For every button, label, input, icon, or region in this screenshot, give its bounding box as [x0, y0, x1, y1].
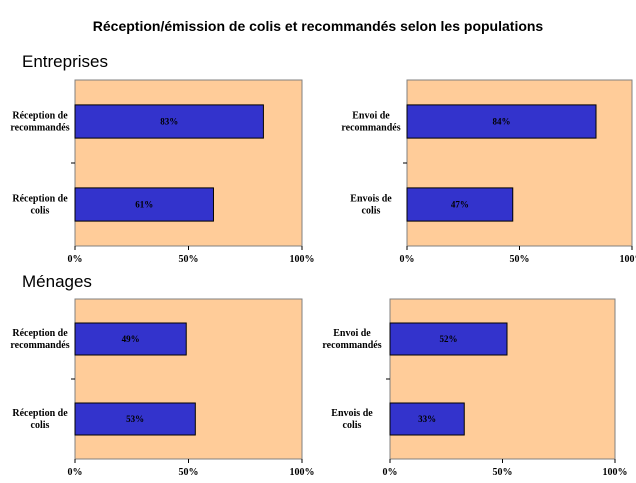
category-label-line: Envois de	[350, 194, 392, 205]
x-tick-label: 0%	[383, 467, 398, 478]
category-label-line: Envoi de	[352, 111, 390, 122]
x-tick-label: 100%	[603, 467, 628, 478]
category-label-line: Réception de	[12, 194, 68, 205]
bar	[389, 402, 465, 436]
category-label-line: Réception de	[12, 111, 68, 122]
bar	[389, 322, 508, 356]
category-label-line: Envois de	[331, 408, 373, 419]
category-label: Envoi de recommandés	[341, 111, 400, 134]
bar-value-label: 61%	[135, 200, 153, 210]
bar	[74, 322, 187, 356]
category-label-line: colis	[362, 206, 381, 217]
category-label-line: recommandés	[322, 340, 381, 351]
category-label-line: Réception de	[12, 408, 68, 419]
section-title-entreprises: Entreprises	[22, 52, 108, 71]
bar-value-label: 49%	[122, 334, 140, 344]
x-tick-label: 50%	[179, 254, 199, 265]
bar	[406, 104, 597, 139]
bar-value-label: 52%	[440, 334, 458, 344]
category-label-line: Envoi de	[333, 328, 371, 339]
x-tick-label: 50%	[179, 467, 199, 478]
bar	[406, 187, 514, 222]
category-label-line: Réception de	[12, 328, 68, 339]
category-label: Réception de colis	[12, 194, 68, 217]
category-label: Réception de recommandés	[10, 111, 69, 134]
category-label-line: recommandés	[10, 340, 69, 351]
category-label-line: colis	[343, 420, 362, 431]
x-tick-label: 100%	[290, 467, 315, 478]
bar-value-label: 33%	[418, 414, 436, 424]
category-label: Envoi de recommandés	[322, 328, 381, 351]
category-label: Envois de colis	[350, 194, 392, 217]
x-tick-label: 100%	[620, 254, 636, 265]
bar	[74, 104, 264, 139]
main-title: Réception/émission de colis et recommand…	[92, 18, 544, 34]
x-tick-label: 0%	[400, 254, 415, 265]
section-title-menages: Ménages	[22, 272, 92, 291]
x-tick-label: 0%	[68, 467, 83, 478]
bar-value-label: 47%	[451, 200, 469, 210]
category-label: Réception de recommandés	[10, 328, 69, 351]
bar-value-label: 53%	[126, 414, 144, 424]
category-label-line: recommandés	[341, 123, 400, 134]
category-label-line: recommandés	[10, 123, 69, 134]
x-tick-label: 0%	[68, 254, 83, 265]
category-label: Envois de colis	[331, 408, 373, 431]
x-tick-label: 100%	[290, 254, 315, 265]
bar-value-label: 83%	[160, 117, 178, 127]
bar	[74, 402, 196, 436]
x-tick-label: 50%	[510, 254, 530, 265]
category-label-line: colis	[31, 206, 50, 217]
bar-value-label: 84%	[493, 117, 511, 127]
category-label: Réception de colis	[12, 408, 68, 431]
x-tick-label: 50%	[493, 467, 513, 478]
bar	[74, 187, 214, 222]
category-label-line: colis	[31, 420, 50, 431]
